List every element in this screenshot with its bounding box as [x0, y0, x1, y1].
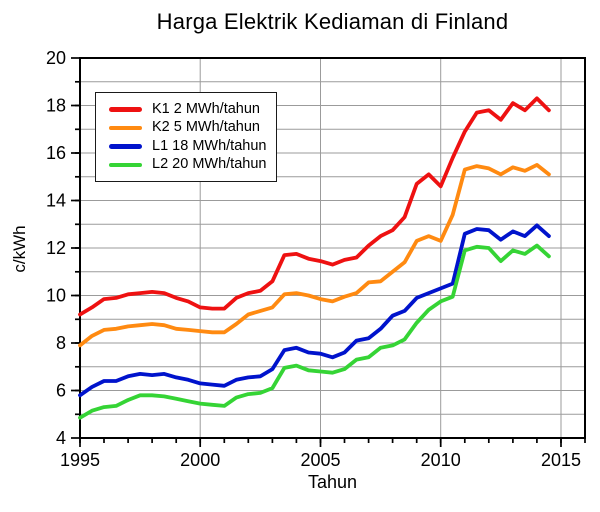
legend-swatch-k1 [109, 107, 142, 112]
y-tick-label: 20 [46, 48, 66, 68]
x-tick-label: 2005 [300, 450, 340, 470]
legend-item-l1: L1 18 MWh/tahun [109, 137, 272, 156]
legend-label-k1: K1 2 MWh/tahun [152, 100, 260, 117]
x-axis-label: Tahun [307, 472, 358, 492]
x-tick-label: 1995 [60, 450, 100, 470]
legend-swatch-l2 [109, 162, 142, 167]
y-tick-label: 16 [46, 143, 66, 163]
gridlines [80, 58, 585, 438]
x-tick-label: 2015 [541, 450, 581, 470]
series-line-k1 [78, 96, 551, 317]
x-tick-label: 2000 [180, 450, 220, 470]
legend-label-l2: L2 20 MWh/tahun [152, 156, 267, 172]
x-tick-label: 2010 [421, 450, 461, 470]
y-tick-label: 8 [56, 333, 66, 353]
series-line-l2 [78, 243, 551, 420]
y-tick-label: 18 [46, 96, 66, 116]
legend-item-k1: K1 2 MWh/tahun [109, 100, 272, 119]
legend-label-k2: K2 5 MWh/tahun [152, 119, 260, 135]
legend-item-k2: K2 5 MWh/tahun [109, 119, 272, 138]
y-tick-label: 12 [46, 238, 66, 258]
tick-labels: 1995 2000 2005 2010 2015 4 6 8 10 12 14 16 18 20 [46, 48, 581, 470]
y-tick-label: 4 [56, 428, 66, 448]
y-tick-label: 10 [46, 286, 66, 306]
legend-label-l1: L1 18 MWh/tahun [152, 137, 267, 154]
y-tick-label: 6 [56, 381, 66, 401]
legend-swatch-l1 [109, 144, 142, 149]
series-line-l1 [78, 223, 551, 398]
chart-title: Harga Elektrik Kediaman di Finland [156, 9, 509, 34]
series-line-k2 [78, 162, 551, 348]
legend-swatch-k2 [109, 125, 142, 130]
y-axis-label: c/kWh [10, 225, 29, 273]
legend: K1 2 MWh/tahun K2 5 MWh/tahun L1 18 MWh/… [95, 92, 277, 182]
legend-item-l2: L2 20 MWh/tahun [109, 156, 272, 175]
plot-frame [79, 57, 586, 439]
y-tick-label: 14 [46, 191, 66, 211]
